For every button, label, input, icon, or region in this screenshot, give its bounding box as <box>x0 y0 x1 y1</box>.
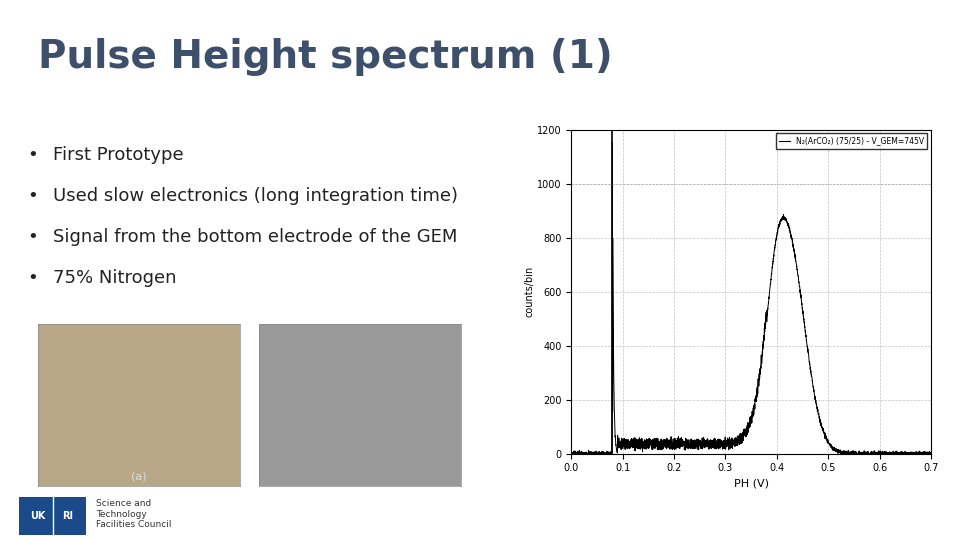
Text: 75% Nitrogen: 75% Nitrogen <box>53 269 177 287</box>
Text: UK: UK <box>31 511 46 521</box>
Y-axis label: counts/bin: counts/bin <box>524 266 534 317</box>
Text: •: • <box>27 228 37 246</box>
Text: First Prototype: First Prototype <box>53 146 183 164</box>
Text: (a): (a) <box>132 471 147 481</box>
Text: Signal from the bottom electrode of the GEM: Signal from the bottom electrode of the … <box>53 228 457 246</box>
Text: •: • <box>27 269 37 287</box>
Text: Used slow electronics (long integration time): Used slow electronics (long integration … <box>53 187 458 205</box>
Text: Science and
Technology
Facilities Council: Science and Technology Facilities Counci… <box>96 500 172 529</box>
Legend: N₂(ArCO₂) (75/25) - V_GEM=745V: N₂(ArCO₂) (75/25) - V_GEM=745V <box>776 133 927 148</box>
X-axis label: PH (V): PH (V) <box>733 479 769 489</box>
Text: •: • <box>27 146 37 164</box>
Text: RI: RI <box>62 511 73 521</box>
Text: Pulse Height spectrum (1): Pulse Height spectrum (1) <box>38 38 613 76</box>
Text: •: • <box>27 187 37 205</box>
